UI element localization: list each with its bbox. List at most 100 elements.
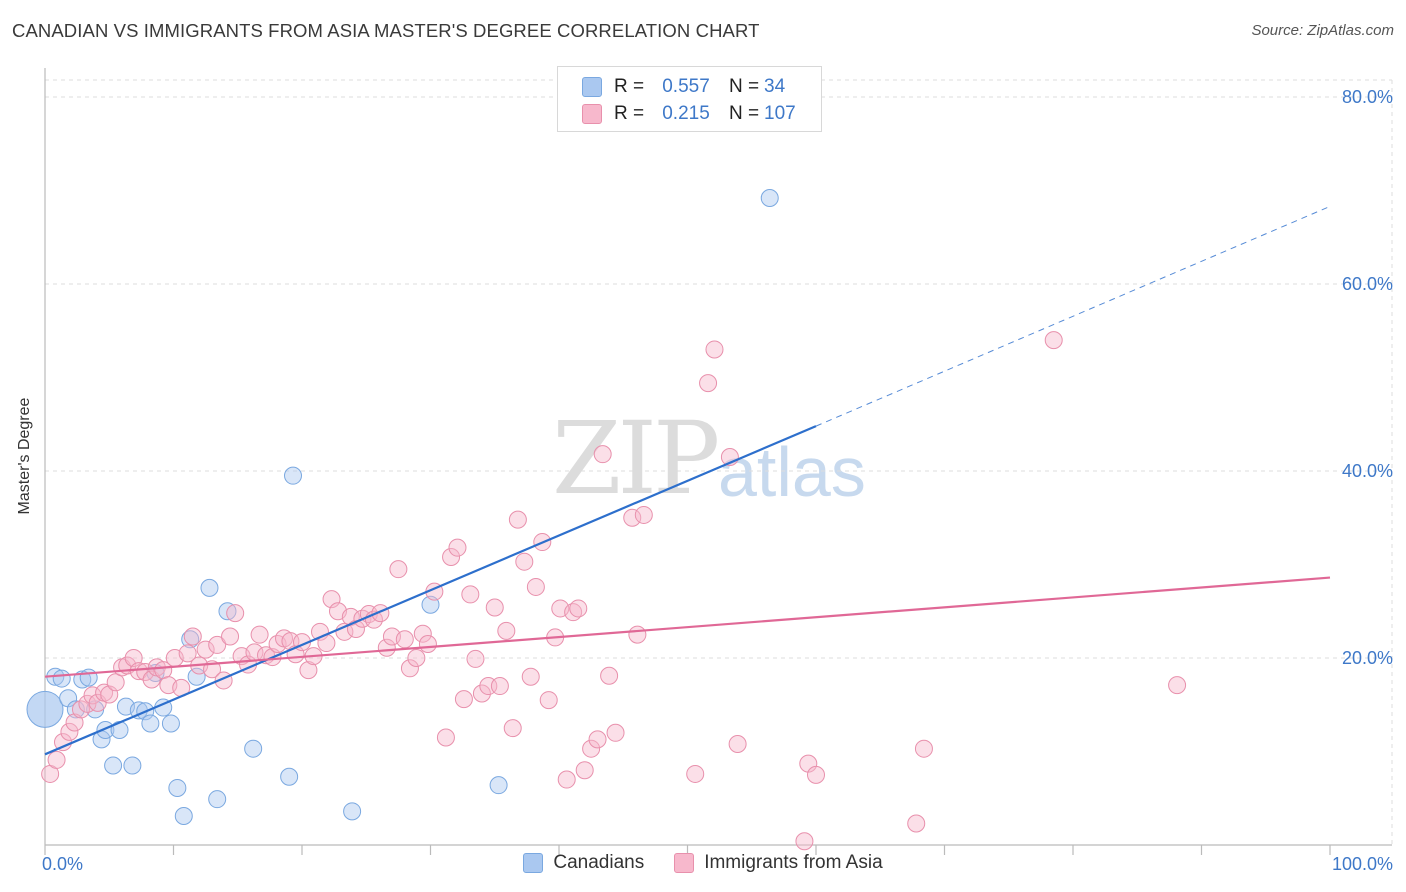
watermark-atlas: atlas [718,433,866,511]
legend-swatch-immigrants [582,104,602,124]
legend-n-label: N = [728,76,760,97]
legend-label-canadians: Canadians [553,852,645,873]
canadians-trend-line [44,425,817,756]
source-label: Source: ZipAtlas.com [1251,22,1394,39]
canadians-point [200,578,219,597]
immigrants-point [472,684,491,703]
immigrants-point [208,635,227,654]
immigrants-point [503,719,522,738]
immigrants-point [526,577,545,596]
legend-item-immigrants[interactable]: Immigrants from Asia [674,852,883,874]
legend-n-label: N = [728,103,760,124]
immigrants-point [907,814,926,833]
immigrants-point [442,548,461,567]
immigrants-point [795,832,814,851]
legend-r-value: 0.557 [662,76,710,97]
canadians-point [284,466,303,485]
canadians-point [280,767,299,786]
canadians-point [104,756,123,775]
legend-r-label: R = [614,103,645,124]
immigrants-point [582,739,601,758]
immigrants-point [436,728,455,747]
y-tick-label: 60.0% [1342,274,1393,294]
immigrants-point [250,625,269,644]
immigrants-point [461,585,480,604]
series-legend: Canadians Immigrants from Asia [0,852,1406,874]
immigrants-point [686,764,705,783]
immigrants-point [623,508,642,527]
immigrants-point [183,627,202,646]
legend-row-immigrants: R = 0.215 N = 107 [582,102,808,126]
canadians-point [161,714,180,733]
canadians-point [208,790,227,809]
x-tick-label: 0.0% [42,854,83,874]
canadians-point [79,668,98,687]
immigrants-point [413,624,432,643]
immigrants-point [377,638,396,657]
legend-label-immigrants: Immigrants from Asia [704,852,883,873]
immigrants-point [705,340,724,359]
x-tick-label: 100.0% [1332,854,1393,874]
immigrants-point [628,625,647,644]
canadians-point [187,667,206,686]
immigrants-point [1168,676,1187,695]
immigrants-point [341,607,360,626]
immigrants-point [448,538,467,557]
canadians-points [26,188,779,826]
legend-r-label: R = [614,76,645,97]
canadians-point [123,756,142,775]
trend-lines [44,205,1331,756]
immigrants-point [539,691,558,710]
immigrants-point [407,649,426,667]
canadians-point [218,602,237,621]
legend-swatch-immigrants [674,853,695,873]
immigrants-point [606,723,625,742]
canadians-point [52,669,71,688]
immigrants-point [490,677,509,696]
immigrants-point [400,659,419,678]
immigrants-point [299,661,318,680]
immigrants-point [418,634,437,653]
legend-n-value: 107 [764,103,796,124]
canadians-point [168,778,187,797]
immigrants-point [515,552,534,571]
grid-lines [45,79,1393,845]
legend-item-canadians[interactable]: Canadians [523,852,644,874]
immigrants-point [389,560,408,579]
legend-n-value: 34 [764,76,786,97]
immigrants-point [466,649,485,668]
axes [44,68,1392,855]
immigrants-point [106,673,125,692]
immigrants-point [178,644,197,663]
immigrants-point [593,445,612,464]
immigrants-point [196,640,215,659]
canadians-point [141,714,160,733]
immigrants-point [588,730,607,749]
immigrants-point [575,761,594,780]
canadians-point [489,776,508,795]
y-tick-label: 80.0% [1342,87,1393,107]
canadians-point [26,690,64,728]
canadians-point [66,700,85,719]
canadians-point [343,802,362,821]
correlation-legend: R = 0.557 N = 34 R = 0.215 N = 107 [557,66,822,132]
immigrants-point [914,739,933,758]
immigrants-point [728,735,747,754]
legend-swatch-canadians [523,853,544,873]
immigrants-point [497,621,516,640]
immigrants-point [508,510,527,529]
immigrants-point [521,667,540,686]
canadians-trend-extension [815,205,1331,427]
y-axis-label: Master's Degree [16,397,33,515]
immigrants-point [557,770,576,789]
immigrants-point [807,765,825,784]
canadians-point [244,739,263,758]
canadians-point [174,807,193,826]
tick-labels: 20.0% 40.0% 60.0% 80.0% 0.0% 100.0% [42,87,1393,874]
immigrants-point [699,374,718,393]
y-tick-label: 40.0% [1342,461,1393,481]
immigrants-point [60,722,79,741]
y-axis-label-wrap: Master's Degree [16,339,34,515]
immigrants-point [600,666,619,685]
